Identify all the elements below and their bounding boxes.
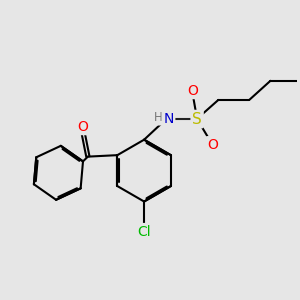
Text: O: O [77,120,88,134]
Text: N: N [164,112,174,126]
Text: H: H [154,111,162,124]
Text: S: S [192,112,202,127]
Text: Cl: Cl [137,225,151,238]
Text: O: O [207,138,218,152]
Text: O: O [187,83,198,98]
